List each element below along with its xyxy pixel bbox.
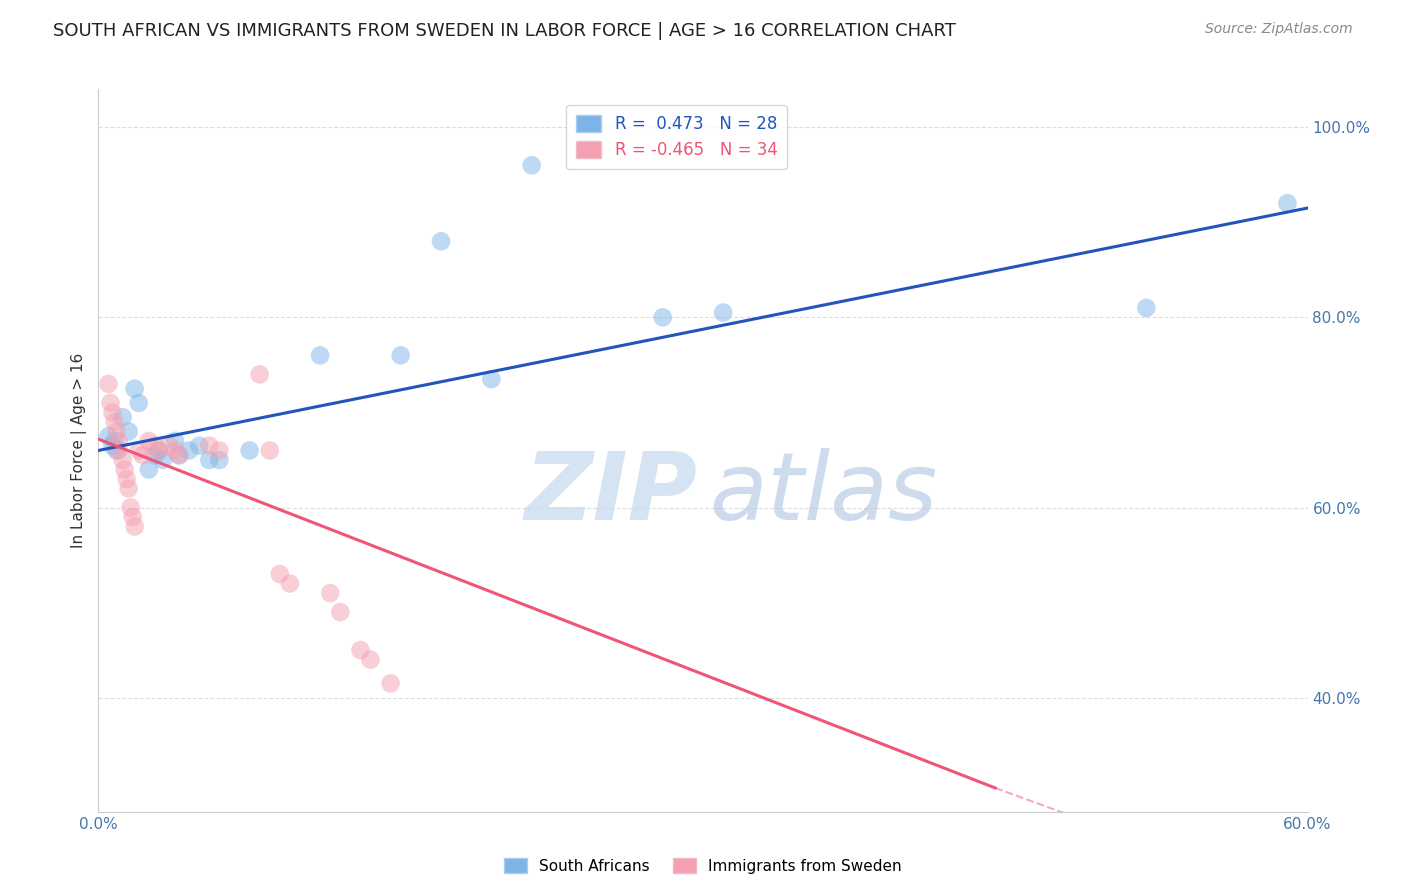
Point	[105, 443, 128, 458]
Text: atlas: atlas	[709, 449, 938, 540]
Point	[101, 405, 124, 419]
Point	[148, 443, 170, 458]
Point	[132, 448, 155, 462]
Point	[481, 372, 503, 386]
Point	[107, 443, 129, 458]
Point	[124, 382, 146, 396]
Point	[167, 448, 190, 462]
Point	[259, 443, 281, 458]
Point	[97, 429, 120, 443]
Point	[167, 448, 190, 462]
Point	[100, 396, 122, 410]
Point	[651, 310, 673, 325]
Point	[115, 472, 138, 486]
Point	[520, 158, 543, 172]
Point	[105, 425, 128, 439]
Point	[128, 396, 150, 410]
Point	[97, 376, 120, 391]
Point	[163, 434, 186, 448]
Point	[380, 676, 402, 690]
Point	[103, 415, 125, 429]
Point	[188, 439, 211, 453]
Point	[309, 348, 332, 362]
Point	[124, 519, 146, 533]
Point	[103, 434, 125, 448]
Point	[349, 643, 371, 657]
Point	[1277, 196, 1299, 211]
Point	[107, 434, 129, 448]
Point	[389, 348, 412, 362]
Point	[269, 567, 291, 582]
Point	[118, 425, 141, 439]
Point	[121, 510, 143, 524]
Point	[101, 439, 124, 453]
Text: Source: ZipAtlas.com: Source: ZipAtlas.com	[1205, 22, 1353, 37]
Text: ZIP: ZIP	[524, 448, 697, 540]
Point	[111, 410, 134, 425]
Point	[430, 235, 453, 249]
Point	[249, 368, 271, 382]
Point	[114, 462, 136, 476]
Y-axis label: In Labor Force | Age > 16: In Labor Force | Age > 16	[72, 353, 87, 548]
Point	[138, 434, 160, 448]
Point	[143, 448, 166, 462]
Point	[711, 305, 734, 319]
Point	[208, 453, 231, 467]
Point	[360, 652, 382, 666]
Point	[329, 605, 352, 619]
Point	[152, 453, 174, 467]
Point	[120, 500, 142, 515]
Point	[1135, 301, 1157, 315]
Point	[163, 443, 186, 458]
Point	[198, 453, 221, 467]
Legend: R =  0.473   N = 28, R = -0.465   N = 34: R = 0.473 N = 28, R = -0.465 N = 34	[567, 104, 787, 169]
Text: SOUTH AFRICAN VS IMMIGRANTS FROM SWEDEN IN LABOR FORCE | AGE > 16 CORRELATION CH: SOUTH AFRICAN VS IMMIGRANTS FROM SWEDEN …	[53, 22, 956, 40]
Point	[239, 443, 262, 458]
Point	[179, 443, 201, 458]
Point	[143, 439, 166, 453]
Point	[111, 453, 134, 467]
Point	[128, 443, 150, 458]
Point	[319, 586, 342, 600]
Legend: South Africans, Immigrants from Sweden: South Africans, Immigrants from Sweden	[498, 852, 908, 880]
Point	[278, 576, 301, 591]
Point	[118, 482, 141, 496]
Point	[157, 439, 180, 453]
Point	[138, 462, 160, 476]
Point	[148, 443, 170, 458]
Point	[208, 443, 231, 458]
Point	[198, 439, 221, 453]
